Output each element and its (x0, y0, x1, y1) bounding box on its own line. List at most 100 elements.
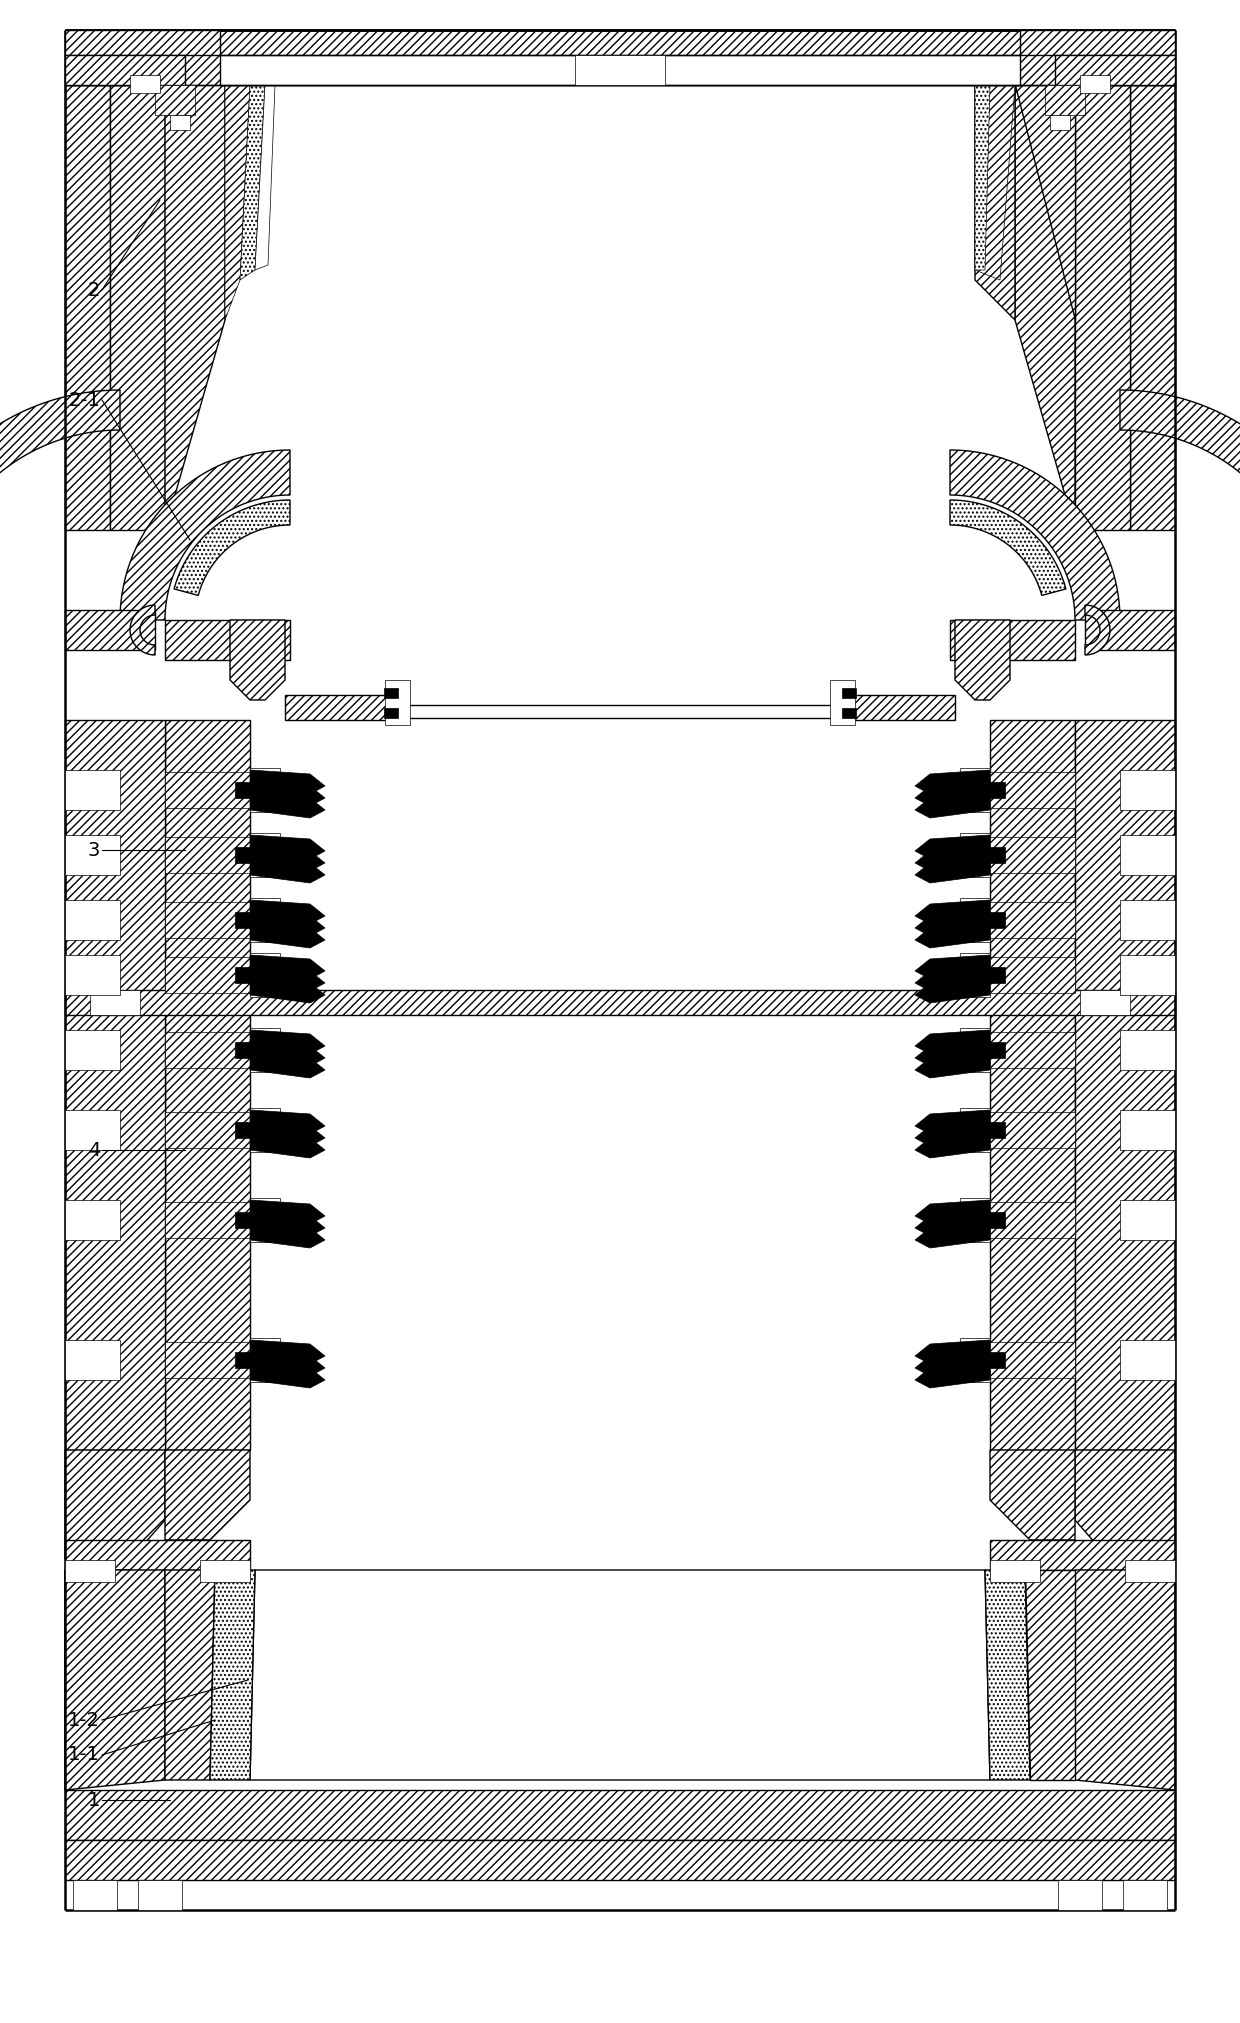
Text: 3: 3 (88, 840, 100, 860)
Polygon shape (1016, 85, 1075, 530)
Polygon shape (1130, 85, 1176, 530)
Bar (960, 953, 990, 997)
Bar (200, 1560, 250, 1582)
Bar (990, 912, 1004, 929)
Bar (842, 708, 856, 718)
Bar (64, 1111, 120, 1149)
Polygon shape (1120, 390, 1240, 619)
Polygon shape (990, 1341, 1075, 1378)
Polygon shape (1075, 720, 1176, 1450)
Polygon shape (255, 85, 275, 269)
Polygon shape (165, 85, 224, 530)
Bar (1123, 1879, 1167, 1910)
Polygon shape (915, 1339, 990, 1364)
Polygon shape (1075, 1450, 1176, 1560)
Polygon shape (915, 912, 990, 937)
Polygon shape (219, 55, 1021, 85)
Polygon shape (64, 1570, 130, 1790)
Polygon shape (165, 957, 250, 993)
Polygon shape (165, 902, 250, 939)
Bar (960, 769, 990, 811)
Polygon shape (130, 605, 155, 655)
Bar (830, 680, 856, 724)
Polygon shape (975, 85, 990, 269)
Polygon shape (915, 1364, 990, 1388)
Polygon shape (975, 85, 1016, 320)
Polygon shape (990, 838, 1075, 874)
Polygon shape (64, 1450, 165, 1560)
Polygon shape (165, 1341, 250, 1378)
Bar (990, 1351, 1004, 1368)
Bar (64, 900, 120, 941)
Bar (250, 1028, 280, 1072)
Polygon shape (0, 390, 120, 619)
Polygon shape (165, 1113, 250, 1147)
Polygon shape (250, 925, 325, 949)
Bar (250, 1198, 280, 1242)
Bar (960, 1028, 990, 1072)
Bar (236, 912, 250, 929)
Polygon shape (250, 1351, 325, 1376)
Polygon shape (915, 1135, 990, 1157)
Polygon shape (250, 979, 325, 1003)
Bar (250, 769, 280, 811)
Polygon shape (64, 30, 219, 55)
Bar (250, 1109, 280, 1151)
Polygon shape (250, 1042, 325, 1066)
Polygon shape (210, 1570, 255, 1780)
Text: 1-2: 1-2 (68, 1711, 100, 1730)
Polygon shape (915, 925, 990, 949)
Bar (250, 898, 280, 943)
Bar (1120, 955, 1176, 995)
Bar (236, 1042, 250, 1058)
Polygon shape (985, 1570, 1030, 1780)
Polygon shape (64, 1540, 250, 1570)
Text: 2-1: 2-1 (68, 390, 100, 409)
Polygon shape (950, 619, 1075, 659)
Polygon shape (915, 900, 990, 925)
Polygon shape (990, 902, 1075, 939)
Polygon shape (110, 85, 165, 530)
Bar (990, 1042, 1004, 1058)
Polygon shape (250, 1123, 325, 1145)
Bar (64, 1560, 115, 1582)
Bar (130, 75, 160, 93)
Polygon shape (64, 1790, 1176, 1841)
Bar (64, 835, 120, 876)
Polygon shape (915, 1030, 990, 1054)
Polygon shape (915, 835, 990, 860)
Bar (990, 1560, 1040, 1582)
Polygon shape (844, 696, 955, 720)
Bar (384, 680, 410, 724)
Bar (1120, 1200, 1176, 1240)
Polygon shape (915, 793, 990, 817)
Polygon shape (915, 1200, 990, 1224)
Polygon shape (915, 1054, 990, 1078)
Polygon shape (64, 30, 1176, 85)
Polygon shape (1075, 1570, 1176, 1790)
Text: 4: 4 (88, 1141, 100, 1159)
Polygon shape (915, 967, 990, 991)
Polygon shape (915, 783, 990, 805)
Polygon shape (990, 957, 1075, 993)
Bar (1120, 1111, 1176, 1149)
Polygon shape (1016, 85, 1075, 320)
Polygon shape (990, 1450, 1075, 1540)
Polygon shape (64, 1841, 1176, 1879)
Polygon shape (64, 611, 155, 649)
Polygon shape (915, 860, 990, 882)
Polygon shape (250, 1054, 325, 1078)
Polygon shape (165, 619, 290, 659)
Polygon shape (990, 720, 1075, 1450)
Bar (64, 1339, 120, 1380)
Polygon shape (250, 900, 325, 925)
Polygon shape (915, 955, 990, 979)
Bar (990, 967, 1004, 983)
Polygon shape (250, 955, 325, 979)
Polygon shape (64, 989, 1176, 1016)
Polygon shape (250, 1135, 325, 1157)
Polygon shape (915, 979, 990, 1003)
Polygon shape (990, 1113, 1075, 1147)
Bar (236, 1212, 250, 1228)
Polygon shape (1055, 55, 1176, 85)
